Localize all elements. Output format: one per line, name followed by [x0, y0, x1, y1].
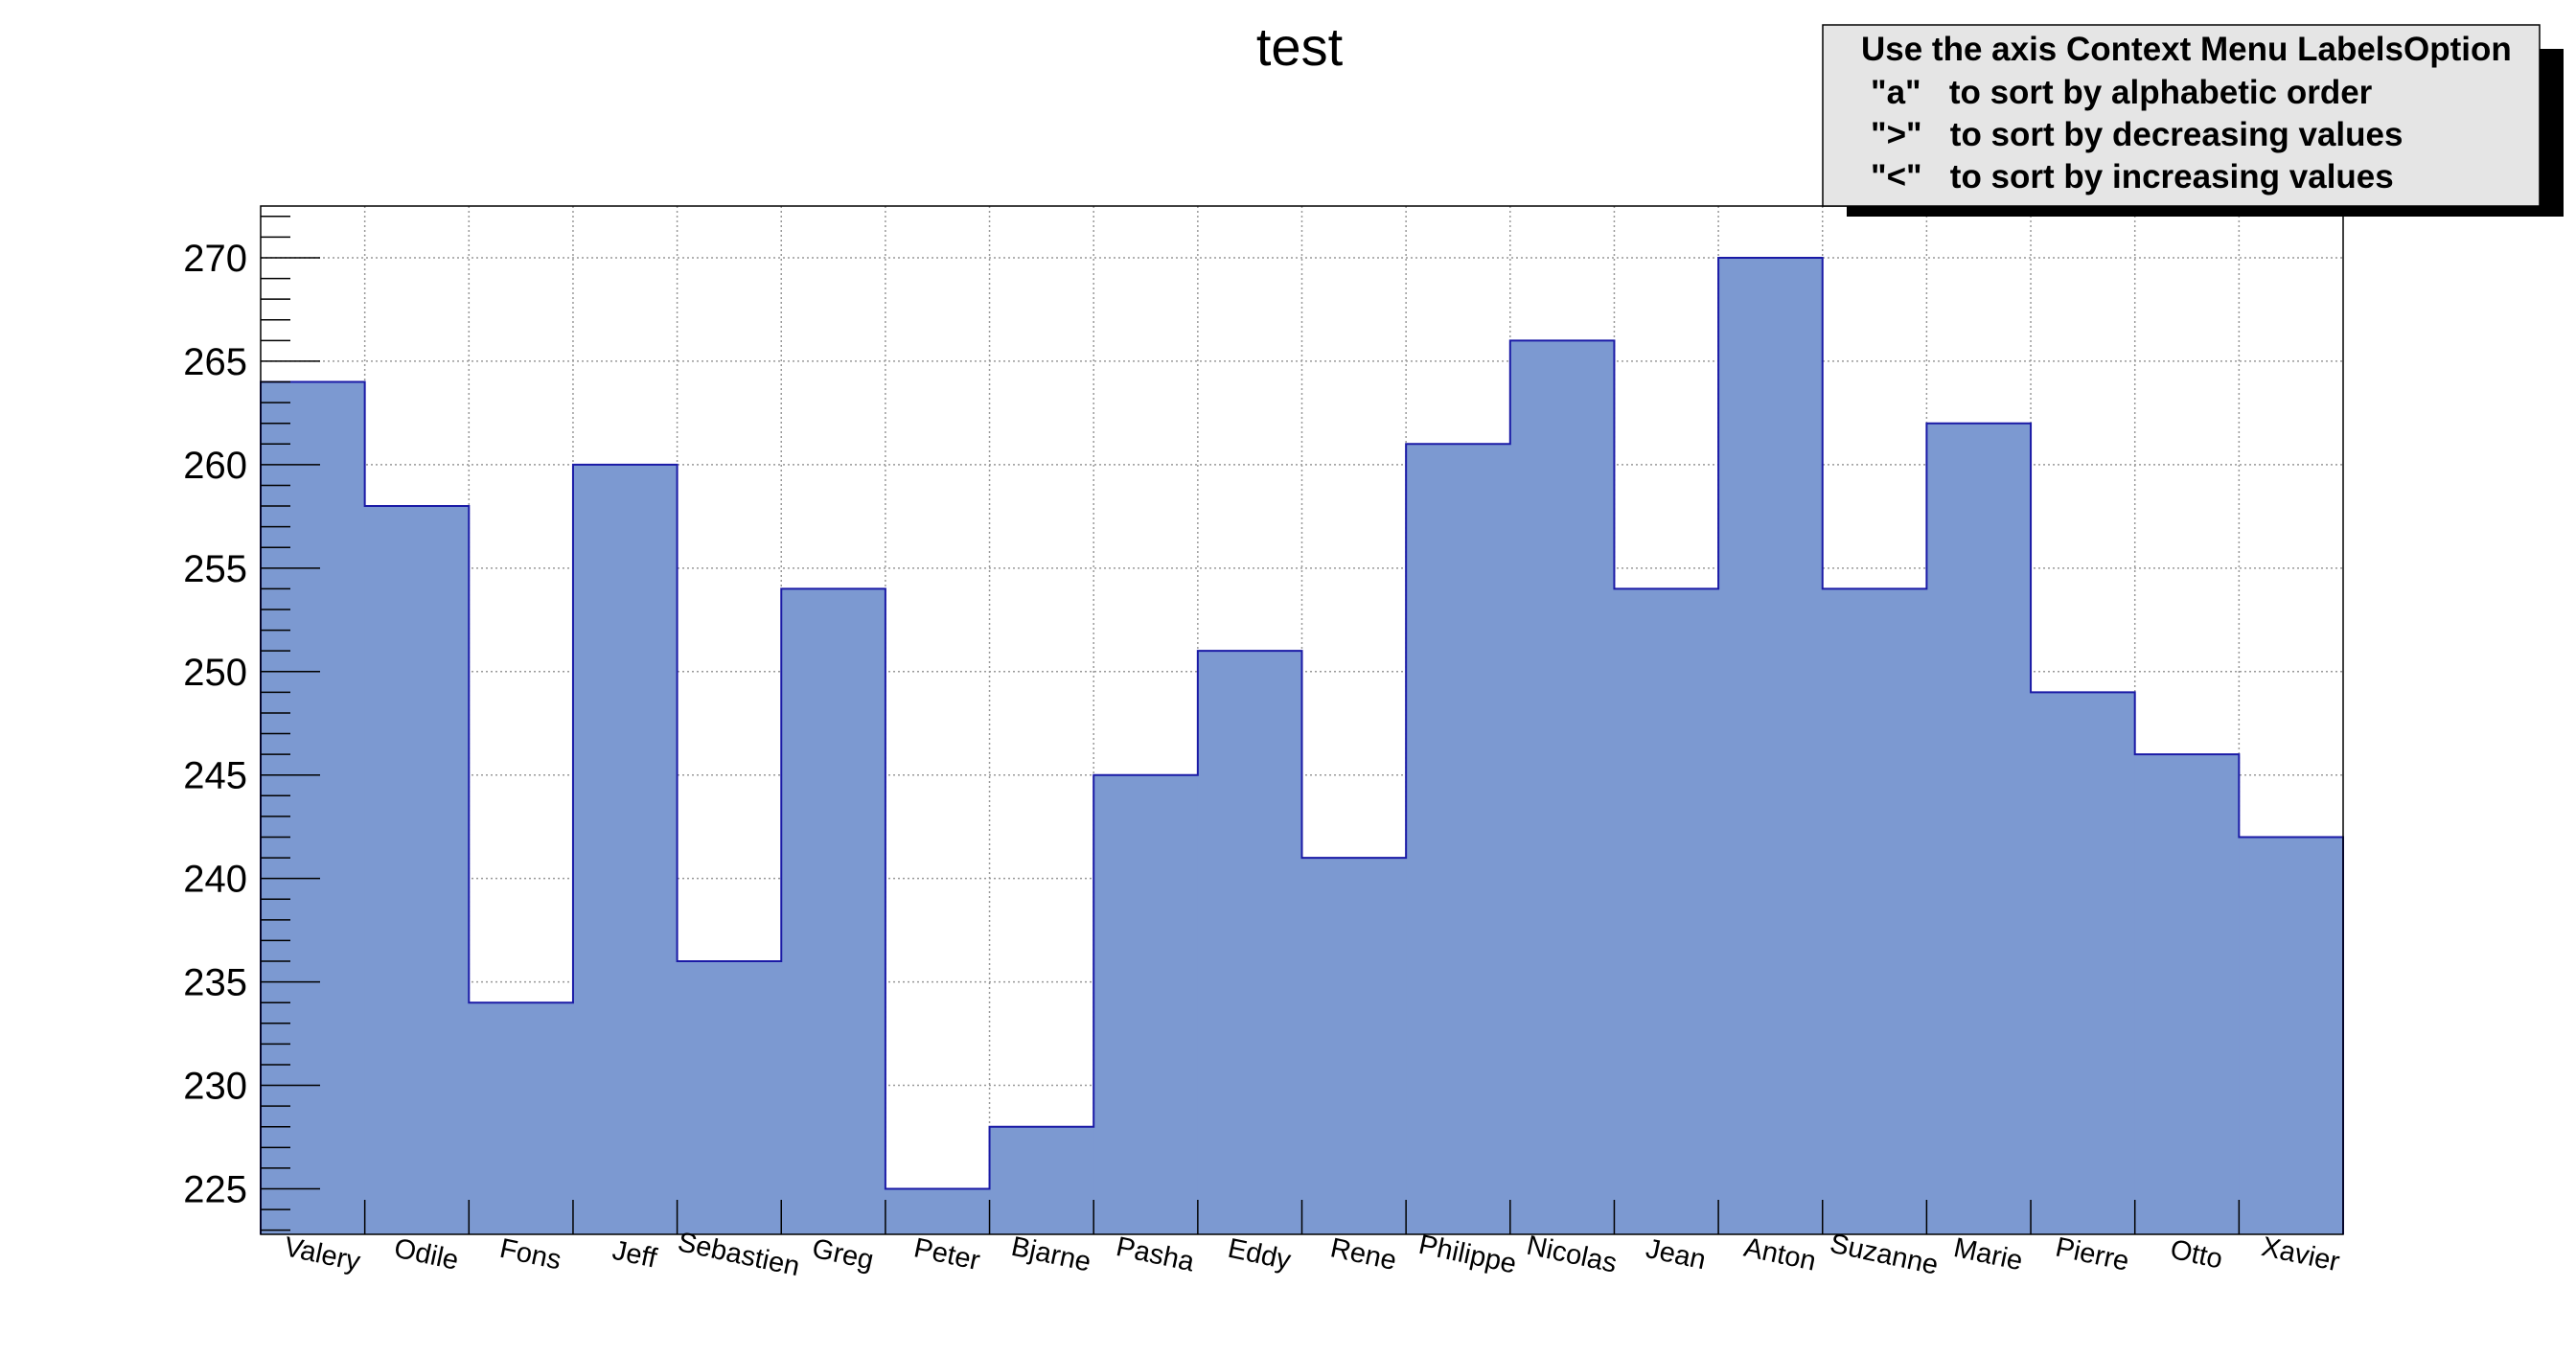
x-tick-label: Philippe — [1416, 1230, 1520, 1280]
bar-philippe — [1406, 444, 1511, 1234]
bar-greg — [781, 588, 886, 1234]
x-tick-label: Pasha — [1114, 1231, 1198, 1278]
x-tick-label: Marie — [1951, 1232, 2026, 1276]
bar-bjarne — [989, 1126, 1094, 1234]
y-tick-label: 240 — [183, 859, 247, 901]
y-tick-label: 235 — [183, 962, 247, 1004]
chart-title: test — [1256, 16, 1344, 77]
x-tick-label: Jean — [1644, 1233, 1709, 1276]
legend-box — [1822, 24, 2541, 207]
legend-line: "<" to sort by increasing values — [1871, 158, 2394, 196]
legend-line: Use the axis Context Menu LabelsOption — [1861, 31, 2512, 68]
x-tick-label: Suzanne — [1828, 1229, 1942, 1281]
x-tick-label: Eddy — [1225, 1233, 1294, 1276]
y-tick-label: 225 — [183, 1169, 247, 1211]
x-tick-label: Bjarne — [1008, 1231, 1093, 1278]
bar-pierre — [2031, 692, 2136, 1234]
bar-fons — [469, 1002, 574, 1234]
x-tick-label: Greg — [810, 1233, 877, 1276]
legend-line: "a" to sort by alphabetic order — [1871, 74, 2373, 111]
bars — [260, 256, 2344, 1234]
x-tick-label: Fons — [497, 1233, 564, 1276]
bar-jeff — [572, 464, 678, 1234]
bar-xavier — [2239, 837, 2344, 1234]
legend: Use the axis Context Menu LabelsOption "… — [1822, 24, 2564, 217]
x-tick-label: Sebastien — [675, 1227, 802, 1282]
bar-suzanne — [1822, 588, 1927, 1234]
bar-eddy — [1197, 651, 1302, 1234]
y-tick-label: 265 — [183, 341, 247, 383]
bar-marie — [1926, 423, 2032, 1234]
y-tick-label: 260 — [183, 445, 247, 487]
y-tick-label: 270 — [183, 238, 247, 280]
bar-rene — [1301, 858, 1407, 1234]
x-tick-label: Pierre — [2053, 1232, 2131, 1277]
x-tick-label: Valery — [282, 1231, 363, 1277]
x-tick-label: Nicolas — [1524, 1230, 1620, 1279]
histogram-outline — [260, 256, 2344, 1234]
bar-sebastien — [677, 961, 782, 1234]
x-tick-label: Peter — [911, 1232, 983, 1276]
y-tick-label: 255 — [183, 548, 247, 590]
y-tick-label: 230 — [183, 1066, 247, 1108]
bar-anton — [1718, 257, 1824, 1234]
x-tick-label: Otto — [2168, 1234, 2225, 1276]
legend-line: ">" to sort by decreasing values — [1871, 116, 2403, 153]
bar-pasha — [1093, 774, 1199, 1234]
x-tick-label: Xavier — [2259, 1231, 2342, 1277]
x-tick-label: Anton — [1741, 1232, 1819, 1277]
bar-peter — [885, 1188, 991, 1234]
x-tick-label: Jeff — [610, 1235, 660, 1275]
bar-otto — [2134, 754, 2240, 1234]
y-tick-label: 250 — [183, 652, 247, 694]
bar-valery — [261, 381, 366, 1234]
bar-odile — [364, 506, 470, 1234]
bar-nicolas — [1509, 340, 1615, 1234]
x-tick-label: Rene — [1327, 1232, 1398, 1276]
y-tick-label: 245 — [183, 755, 247, 797]
bar-jean — [1614, 588, 1719, 1234]
x-tick-label: Odile — [391, 1233, 461, 1276]
